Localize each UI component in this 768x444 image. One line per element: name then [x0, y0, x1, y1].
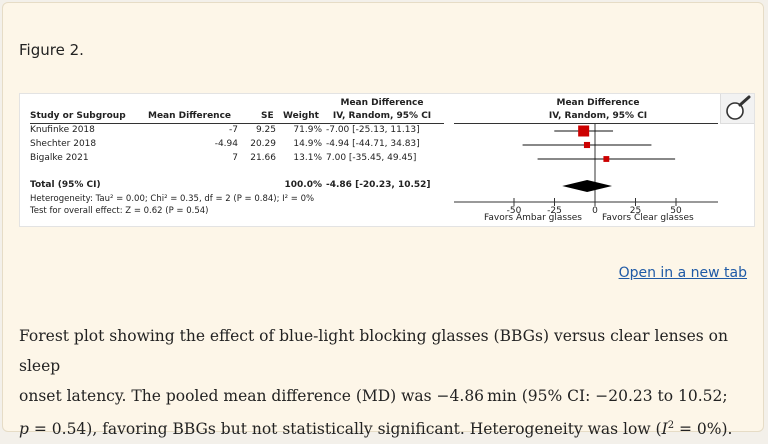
caption-line-2: onset latency. The pooled mean differenc…	[19, 387, 728, 405]
study-ci: 7.00 [-35.45, 49.45]	[326, 153, 417, 163]
study-se: 21.66	[250, 153, 276, 163]
study-md: -7	[229, 125, 238, 135]
study-name: Shechter 2018	[30, 139, 97, 149]
header-ci-top: Mean Difference	[340, 98, 424, 108]
header-ci-bottom: IV, Random, 95% CI	[332, 111, 432, 121]
study-weight: 14.9%	[293, 139, 322, 149]
study-point-marker	[578, 125, 590, 137]
heterogeneity-text: Heterogeneity: Tau² = 0.00; Chi² = 0.35,…	[30, 194, 315, 204]
forest-plot-image[interactable]: Study or Subgroup Mean Difference SE Wei…	[19, 93, 755, 227]
study-ci: -4.94 [-44.71, 34.83]	[326, 139, 420, 149]
pooled-diamond	[562, 180, 613, 192]
x-tick-label: -50	[507, 206, 522, 216]
study-md: 7	[232, 153, 238, 163]
caption-line-1: Forest plot showing the effect of blue-l…	[19, 327, 728, 375]
x-tick-label: 0	[592, 206, 598, 216]
study-name: Bigalke 2021	[30, 153, 89, 163]
p-symbol: p	[19, 420, 29, 439]
study-point-marker	[603, 156, 610, 162]
study-se: 20.29	[250, 139, 276, 149]
study-ci: -7.00 [-25.13, 11.13]	[326, 125, 420, 135]
header-mean-difference: Mean Difference	[148, 111, 232, 121]
header-rule-left	[30, 123, 444, 124]
magnifier-icon	[726, 95, 751, 120]
overall-effect-text: Test for overall effect: Z = 0.62 (P = 0…	[30, 206, 209, 216]
figure-card: Figure 2. Study or Subgroup Mean Differe…	[2, 2, 764, 438]
study-md: -4.94	[214, 139, 238, 149]
figure-caption: Forest plot showing the effect of blue-l…	[19, 321, 749, 444]
header-rule-right	[454, 123, 718, 124]
header-plot-top: Mean Difference	[556, 98, 640, 108]
study-se: 9.25	[255, 125, 276, 135]
i-symbol: I	[661, 420, 668, 439]
header-study: Study or Subgroup	[30, 111, 126, 121]
study-name: Knufinke 2018	[30, 125, 95, 135]
study-point-marker	[583, 141, 591, 149]
header-se: SE	[261, 111, 274, 121]
favors-left-label: Favors Ambar glasses	[484, 213, 582, 223]
zoom-button[interactable]	[720, 94, 754, 124]
figure-title: Figure 2.	[19, 41, 84, 59]
caption-text-b: = 0%).	[674, 420, 733, 439]
open-in-new-tab-link[interactable]: Open in a new tab	[618, 265, 747, 281]
caption-text-a: = 0.54), favoring BBGs but not statistic…	[28, 420, 662, 439]
header-plot-bottom: IV, Random, 95% CI	[548, 111, 648, 121]
forest-plot: -50 -25 0 25 50	[454, 124, 718, 216]
total-label: Total (95% CI)	[30, 180, 101, 190]
i-superscript: 2	[667, 420, 675, 431]
x-tick-label: -25	[547, 206, 562, 216]
favors-right-label: Favors Clear glasses	[602, 213, 694, 223]
total-ci: -4.86 [-20.23, 10.52]	[326, 180, 431, 190]
x-tick-label: 25	[630, 206, 641, 216]
caption-line-3: p = 0.54), favoring BBGs but not statist…	[19, 411, 749, 444]
total-weight: 100.0%	[284, 180, 323, 190]
header-weight: Weight	[283, 111, 319, 121]
x-tick-label: 50	[670, 206, 682, 216]
study-weight: 71.9%	[293, 125, 322, 135]
study-weight: 13.1%	[293, 153, 322, 163]
